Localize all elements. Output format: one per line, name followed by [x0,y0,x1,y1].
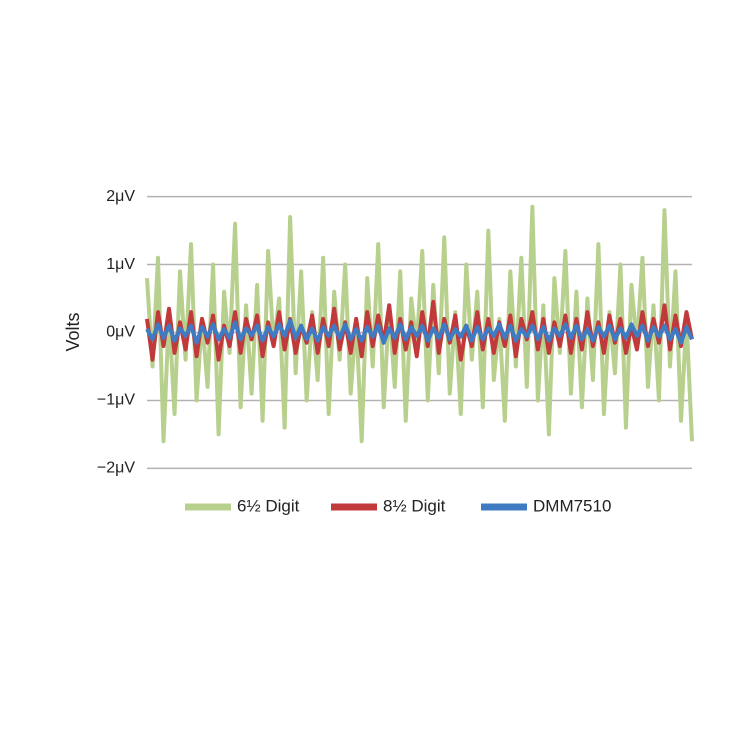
legend-label: 6½ Digit [237,496,300,515]
legend-label: DMM7510 [533,496,611,515]
y-tick-label: −2μV [97,460,135,477]
y-tick-label: 1μV [106,256,135,273]
y-tick-label: 2μV [106,188,135,205]
y-axis-label: Volts [63,312,83,351]
y-tick-label: −1μV [97,392,135,409]
series-line [145,318,694,345]
y-tick-label: 0μV [106,324,135,341]
legend-label: 8½ Digit [383,496,446,515]
